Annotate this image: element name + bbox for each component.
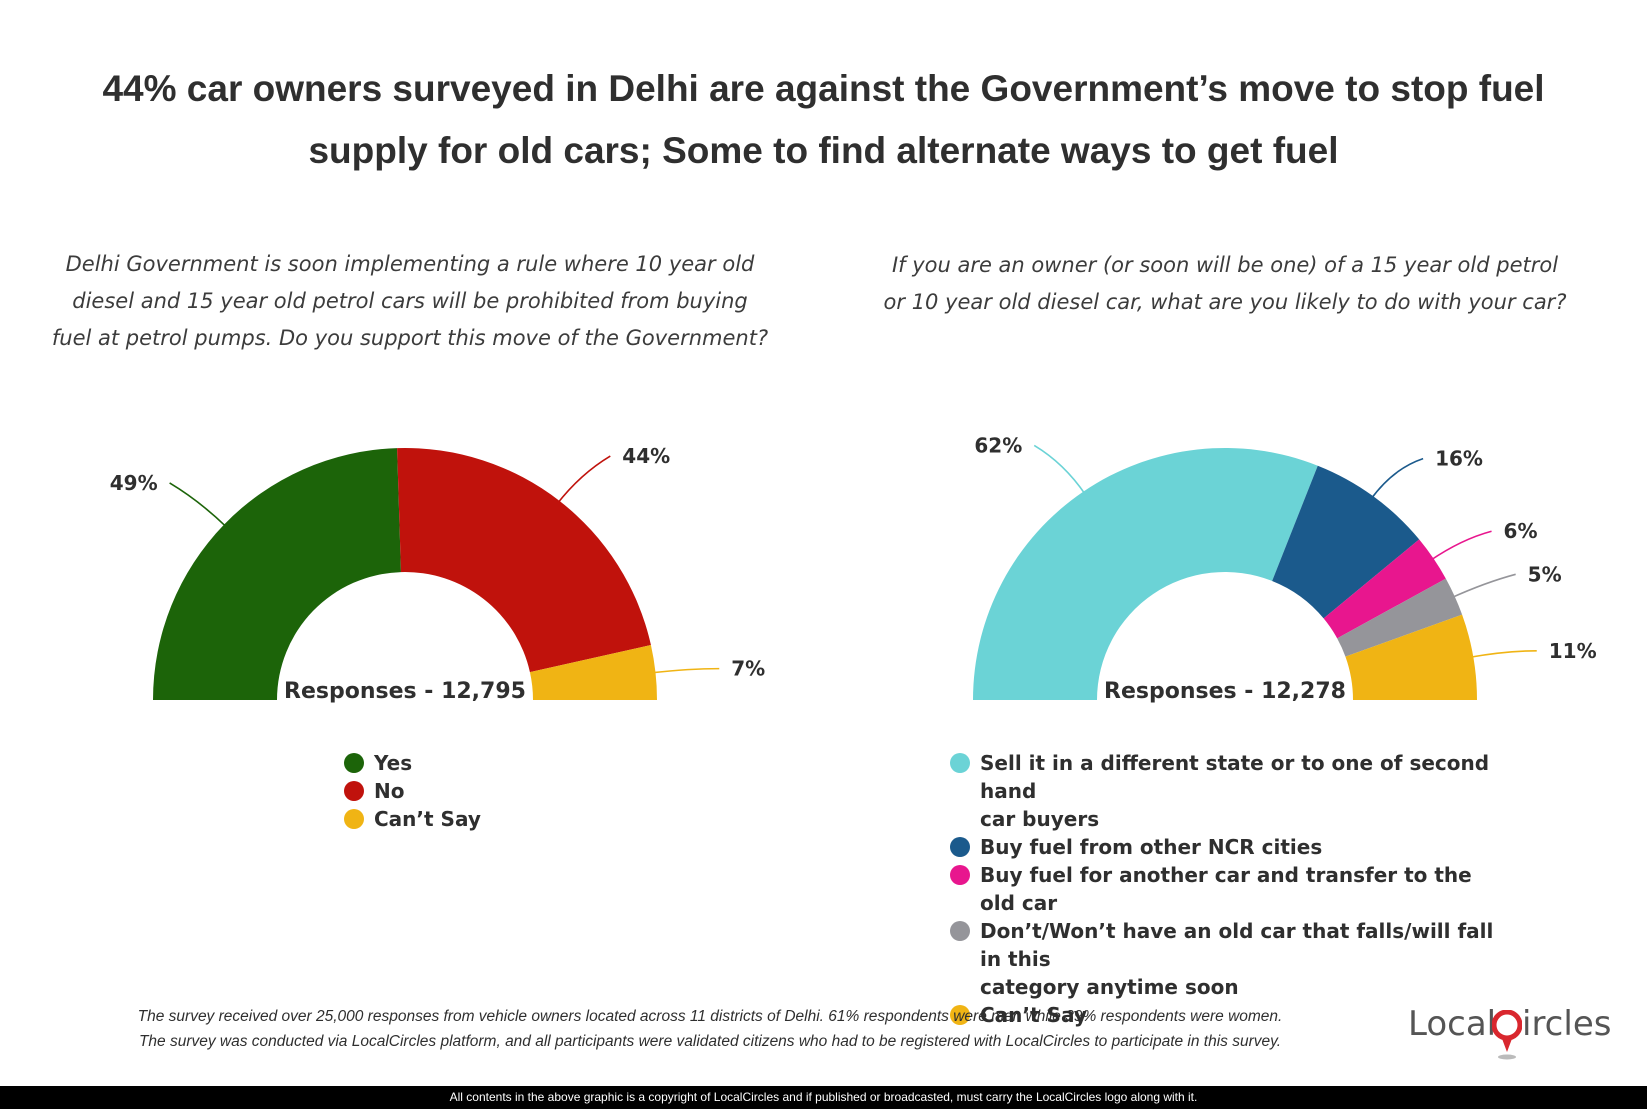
slice-data-label: 16% — [1435, 447, 1483, 471]
donut-slice — [973, 448, 1318, 700]
slice-data-label: 44% — [622, 444, 670, 468]
legend-label: Don’t/Won’t have an old car that falls/w… — [980, 919, 1494, 971]
slice-data-label: 5% — [1528, 562, 1562, 586]
leader-line — [651, 667, 720, 674]
leader-line — [1469, 650, 1537, 659]
leader-line — [169, 482, 228, 528]
left-chart-question: Delhi Government is soon implementing a … — [40, 246, 780, 357]
legend-swatch-icon — [950, 865, 970, 885]
legend-label: Yes — [374, 751, 413, 775]
legend-swatch-icon — [950, 921, 970, 941]
legend-swatch-icon — [950, 753, 970, 773]
localcircles-logo: Local ircles — [1408, 1000, 1612, 1062]
left-chart-legend: Yes No Can’t Say — [344, 749, 644, 833]
right-question-line: or 10 year old diesel car, what are you … — [883, 290, 1567, 314]
legend-item: Sell it in a different state or to one o… — [950, 749, 1510, 833]
semi-donut-chart-2: 62% 16% 6% 5% 11% Responses - 12,278 — [973, 433, 1597, 704]
legend-label: Sell it in a different state or to one o… — [980, 751, 1490, 803]
semi-donut-chart-1: 49% 44% 7% Responses - 12,795 — [110, 444, 766, 704]
logo-text-ircles: ircles — [1522, 1004, 1612, 1044]
legend-label: category anytime soon — [980, 975, 1239, 999]
left-question-line: fuel at petrol pumps. Do you support thi… — [51, 326, 769, 350]
legend-label: Buy fuel from other NCR cities — [980, 835, 1323, 859]
legend-label: Buy fuel for another car and transfer to… — [980, 863, 1472, 915]
map-pin-icon — [1492, 1010, 1522, 1060]
left-question-line: Delhi Government is soon implementing a … — [65, 252, 755, 276]
leader-line — [1450, 573, 1516, 599]
donut-slice — [1337, 578, 1463, 657]
legend-label: car buyers — [980, 807, 1100, 831]
legend-item: No — [344, 777, 644, 805]
legend-item: Buy fuel from other NCR cities — [950, 833, 1510, 861]
legend-item: Buy fuel for another car and transfer to… — [950, 861, 1510, 917]
right-chart-legend: Sell it in a different state or to one o… — [950, 749, 1510, 1029]
footnote-line-1: The survey received over 25,000 response… — [137, 1008, 1283, 1025]
slice-data-label: 7% — [731, 657, 765, 681]
donut-slice — [1345, 614, 1477, 700]
leader-line — [1429, 530, 1492, 562]
copyright-text: All contents in the above graphic is a c… — [449, 1090, 1198, 1104]
leader-line — [1370, 457, 1424, 500]
leader-line — [556, 455, 611, 505]
legend-label: Can’t Say — [374, 807, 481, 831]
legend-item: Can’t Say — [344, 805, 644, 833]
slice-data-label: 62% — [974, 433, 1022, 457]
right-chart-question: If you are an owner (or soon will be one… — [860, 247, 1590, 321]
right-question-line: If you are an owner (or soon will be one… — [891, 253, 1559, 277]
copyright-bar: All contents in the above graphic is a c… — [0, 1086, 1647, 1109]
donut-slice — [1272, 465, 1420, 619]
legend-swatch-icon — [344, 753, 364, 773]
page-title: 44% car owners surveyed in Delhi are aga… — [60, 58, 1587, 182]
legend-label: No — [374, 779, 405, 803]
title-line-1: 44% car owners surveyed in Delhi are aga… — [102, 68, 1545, 109]
donut-slice — [153, 448, 401, 700]
legend-item: Don’t/Won’t have an old car that falls/w… — [950, 917, 1510, 1001]
legend-label: Can’t Say — [980, 1003, 1087, 1027]
legend-item: Can’t Say — [950, 1001, 1510, 1029]
donut-slice — [397, 448, 651, 673]
responses-count-label: Responses - 12,278 — [1104, 679, 1346, 704]
slice-data-label: 49% — [110, 471, 158, 495]
donut-slice — [1323, 539, 1446, 639]
logo-text-local: Local — [1408, 1004, 1497, 1044]
survey-footnote: The survey received over 25,000 response… — [60, 1004, 1360, 1054]
legend-swatch-icon — [950, 837, 970, 857]
legend-swatch-icon — [344, 809, 364, 829]
responses-count-label: Responses - 12,795 — [284, 679, 526, 704]
left-question-line: diesel and 15 year old petrol cars will … — [72, 289, 748, 313]
donut-slice — [529, 645, 657, 700]
legend-swatch-icon — [950, 1005, 970, 1025]
title-line-2: supply for old cars; Some to find altern… — [308, 130, 1339, 171]
footnote-line-2: The survey was conducted via LocalCircle… — [138, 1033, 1282, 1050]
slice-data-label: 11% — [1549, 639, 1597, 663]
leader-line — [1033, 444, 1087, 496]
slice-data-label: 6% — [1504, 519, 1538, 543]
legend-item: Yes — [344, 749, 644, 777]
legend-swatch-icon — [344, 781, 364, 801]
